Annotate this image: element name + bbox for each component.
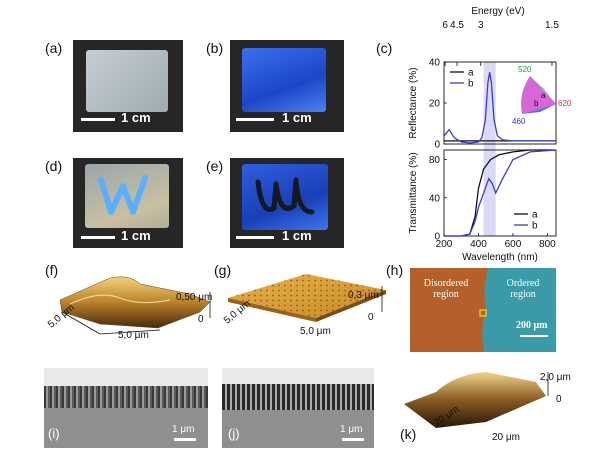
reflectance-y-tick-label: 20 xyxy=(429,99,441,110)
scale-bar xyxy=(236,118,274,121)
scale-text: 1 cm xyxy=(282,228,312,243)
energy-tick-label: 3 xyxy=(478,20,484,31)
afm-surface-g xyxy=(228,274,386,322)
highlight-band xyxy=(483,62,496,236)
wavelength-tick-label: 800 xyxy=(539,239,556,250)
transmittance-y-tick-label: 80 xyxy=(429,155,441,166)
ordered-region-label: Ordered region xyxy=(506,278,540,300)
wavelength-tick-label: 400 xyxy=(470,239,487,250)
energy-axis-title: Energy (eV) xyxy=(471,6,524,17)
cie-label-460: 460 xyxy=(512,117,526,126)
afm-surface-k xyxy=(404,372,549,428)
afm-x-label: 5,0 μm xyxy=(300,326,331,337)
transmittance-series-a xyxy=(444,149,556,237)
cie-label-620: 620 xyxy=(558,99,572,108)
reflectance-legend-label: b xyxy=(468,79,474,90)
reflectance-axis-title: Reflectance (%) xyxy=(408,67,419,138)
energy-tick-label: 1.5 xyxy=(545,20,559,31)
panel-label-i: (i) xyxy=(48,426,60,441)
transmittance-legend-label: a xyxy=(532,210,538,221)
panel-label-a: (a) xyxy=(45,40,63,56)
handwritten-u-icon xyxy=(255,177,315,215)
transmittance-series-b xyxy=(444,149,557,237)
transmittance-frame xyxy=(443,149,557,237)
region-boundary xyxy=(410,268,488,352)
scale-text: 200 μm xyxy=(516,320,548,331)
cie-diagram-icon xyxy=(521,76,556,114)
reflectance-series-b xyxy=(443,72,556,144)
afm-z-zero: 0 xyxy=(556,394,562,405)
optical-micrograph-h: Disordered region Ordered region 200 μm xyxy=(410,268,556,352)
reflectance-y-tick-label: 40 xyxy=(429,58,441,69)
wavelength-axis-title: Wavelength (nm) xyxy=(462,252,538,262)
photo-panel-a: 1 cm xyxy=(73,40,183,132)
transmittance-y-tick-label: 0 xyxy=(434,232,440,243)
wavelength-tick-label: 600 xyxy=(505,239,522,250)
panel-label-f: (f) xyxy=(45,262,59,278)
sem-image-j: (j) 1 μm xyxy=(222,368,374,448)
panel-label-b: (b) xyxy=(206,40,224,56)
cie-diagram-blue xyxy=(522,104,556,114)
scale-bar xyxy=(81,236,115,239)
sem-substrate xyxy=(222,410,374,448)
wavelength-tick-label: 200 xyxy=(436,239,453,250)
spectra-chart: Energy (eV) 6 4.5 3 1.5 0 20 40 Reflectance (%) 0… xyxy=(408,6,572,262)
photo-panel-e: 1 cm xyxy=(230,158,344,248)
film-sample-blue xyxy=(242,48,326,112)
afm-z-label: 0,3 μm xyxy=(348,290,379,301)
panel-label-d: (d) xyxy=(45,158,63,174)
cie-mark-b: b xyxy=(534,99,539,108)
sem-porous-layer xyxy=(44,386,208,408)
afm-z-label: 0,50 μm xyxy=(176,292,213,303)
scale-text: 1 μm xyxy=(340,424,363,435)
sem-image-i: (i) 1 μm xyxy=(44,368,208,448)
panel-label-j: (j) xyxy=(228,426,240,441)
scale-bar xyxy=(342,438,364,441)
scale-bar xyxy=(236,236,274,239)
disordered-region-label: Disordered region xyxy=(423,278,469,300)
sem-ordered-layer xyxy=(222,384,374,410)
afm-x-label: 20 μm xyxy=(492,432,520,443)
afm-z-zero: 0 xyxy=(198,314,204,325)
photo-panel-b: 1 cm xyxy=(230,40,344,132)
sem-substrate xyxy=(44,408,208,448)
photo-panel-d: 1 cm xyxy=(73,158,183,248)
energy-tick-label: 6 xyxy=(442,20,448,31)
scale-text: 1 μm xyxy=(172,424,195,435)
panel-label-k: (k) xyxy=(400,426,417,442)
reflectance-legend-label: a xyxy=(468,68,474,79)
transmittance-axis-title: Transmittance (%) xyxy=(408,152,419,233)
transmittance-y-tick-label: 40 xyxy=(429,193,441,204)
cie-diagram-green xyxy=(530,76,556,104)
handwritten-w-icon xyxy=(98,175,148,215)
scale-bar xyxy=(81,118,115,121)
film-sample-clear xyxy=(86,50,168,112)
panel-label-e: (e) xyxy=(206,158,224,174)
panel-label-c: (c) xyxy=(376,40,393,56)
afm-z-zero: 0 xyxy=(368,312,374,323)
scale-text: 1 cm xyxy=(121,228,151,243)
panel-label-g: (g) xyxy=(214,262,232,278)
cie-label-520: 520 xyxy=(518,65,532,74)
scale-text: 1 cm xyxy=(121,110,151,125)
afm-x-label: 5,0 μm xyxy=(118,330,149,341)
panel-label-h: (h) xyxy=(386,262,404,278)
transmittance-legend-label: b xyxy=(532,221,538,232)
scale-text: 1 cm xyxy=(282,110,312,125)
afm-z-label: 2,0 μm xyxy=(540,372,571,383)
afm-terrain xyxy=(404,372,546,428)
afm-surface-f xyxy=(59,276,211,335)
reflectance-y-tick-label: 0 xyxy=(434,140,440,151)
film-sample-blue-written xyxy=(242,164,328,230)
energy-tick-label: 4.5 xyxy=(450,20,464,31)
scale-bar xyxy=(174,438,196,441)
cie-mark-a: a xyxy=(541,91,546,100)
scale-bar xyxy=(520,335,548,337)
